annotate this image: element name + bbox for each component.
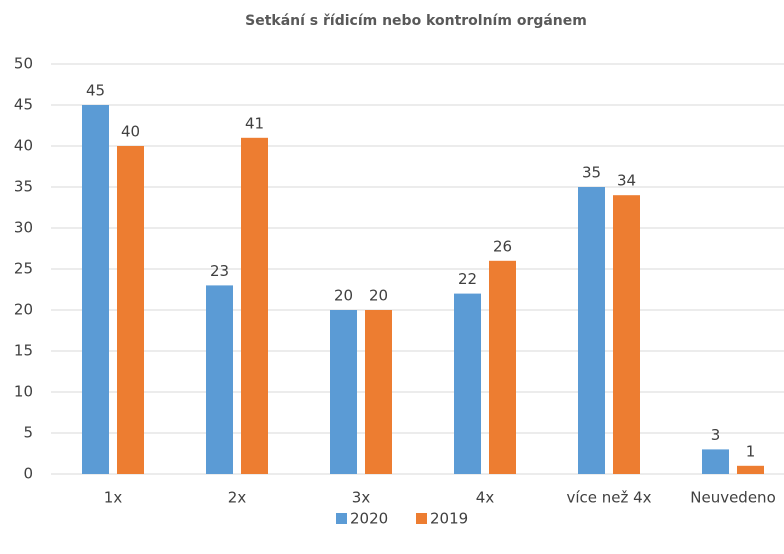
bar [330,310,357,474]
x-tick-label: 3x [352,489,371,507]
y-tick-label: 40 [14,137,33,155]
y-tick-label: 15 [14,342,33,360]
legend-swatch [416,513,427,524]
bar [117,146,144,474]
bar [613,195,640,474]
y-tick-label: 35 [14,178,33,196]
y-tick-label: 45 [14,96,33,114]
bar [702,449,729,474]
bar [578,187,605,474]
value-label: 45 [86,82,105,100]
value-label: 26 [493,237,512,255]
bar [365,310,392,474]
value-label: 20 [334,287,353,305]
value-label: 41 [245,114,264,132]
value-label: 1 [746,442,756,460]
y-tick-label: 30 [14,219,33,237]
y-tick-label: 20 [14,301,33,319]
legend-label: 2019 [430,510,468,528]
y-tick-label: 25 [14,260,33,278]
legend-swatch [336,513,347,524]
y-tick-label: 10 [14,383,33,401]
chart-title: Setkání s řídicím nebo kontrolním orgáne… [245,13,587,29]
value-label: 20 [369,287,388,305]
y-tick-label: 50 [14,55,33,73]
value-label: 3 [711,426,721,444]
bar [489,260,516,474]
value-label: 23 [210,262,229,280]
bar [241,137,268,475]
value-label: 34 [617,172,636,190]
x-tick-label: 1x [104,489,123,507]
bar [454,293,481,474]
bar [206,285,233,474]
legend-label: 2020 [350,510,388,528]
value-label: 22 [458,270,477,288]
x-tick-label: 4x [476,489,495,507]
x-tick-label: 2x [228,489,247,507]
x-tick-label: Neuvedeno [690,489,776,507]
value-label: 40 [121,123,140,141]
y-tick-label: 0 [23,465,33,483]
bar [737,465,764,474]
y-tick-label: 5 [23,424,33,442]
bar [82,105,109,474]
value-label: 35 [582,164,601,182]
x-tick-label: více než 4x [566,489,651,507]
